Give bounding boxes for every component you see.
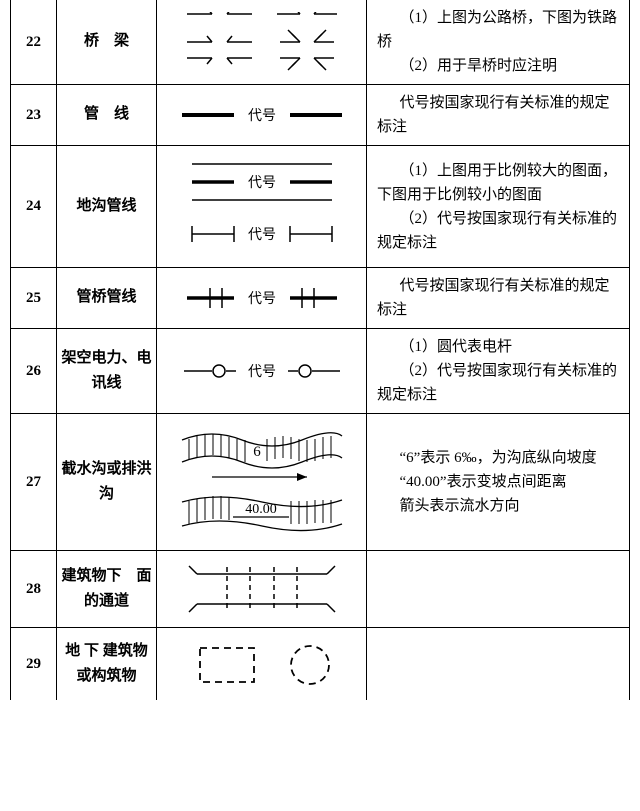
row-symbol: 6 40.00 [157, 414, 367, 551]
row-desc [367, 628, 630, 701]
row-num: 29 [11, 628, 57, 701]
trench-pipeline-symbol-icon: 代号 代号 [172, 154, 352, 259]
row-num: 22 [11, 0, 57, 85]
table-row: 28 建筑物下 面 的通道 [11, 551, 630, 628]
table-row: 29 地 下 建筑物或构筑物 [11, 628, 630, 701]
row-symbol: 代号 代号 [157, 146, 367, 268]
row-name: 桥 梁 [57, 0, 157, 85]
intercept-ditch-symbol-icon: 6 40.00 [167, 422, 357, 542]
table-row: 23 管 线 代号 代号按国家现行有关标准的规定标注 [11, 85, 630, 146]
table-row: 27 截水沟或排洪沟 6 [11, 414, 630, 551]
row-name: 地 下 建筑物或构筑物 [57, 628, 157, 701]
row-desc: （1）上图为公路桥，下图为铁路桥 （2）用于旱桥时应注明 [367, 0, 630, 85]
row-desc: （1）上图用于比例较大的图面，下图用于比例较小的图面 （2）代号按国家现行有关标… [367, 146, 630, 268]
row-num: 23 [11, 85, 57, 146]
overhead-line-symbol-icon: 代号 [172, 356, 352, 386]
row-desc: （1）圆代表电杆 （2）代号按国家现行有关标准的规定标注 [367, 329, 630, 414]
row-name: 管 线 [57, 85, 157, 146]
row-desc [367, 551, 630, 628]
row-symbol [157, 628, 367, 701]
row-num: 28 [11, 551, 57, 628]
symbol-table: 22 桥 梁 [10, 0, 630, 700]
row-symbol: 代号 [157, 329, 367, 414]
underground-structure-symbol-icon [172, 636, 352, 692]
row-symbol: 代号 [157, 85, 367, 146]
svg-text:代号: 代号 [248, 175, 276, 191]
row-symbol [157, 0, 367, 85]
pipeline-symbol-icon: 代号 [172, 100, 352, 130]
svg-text:40.00: 40.00 [245, 502, 277, 517]
row-name: 地沟管线 [57, 146, 157, 268]
row-desc: 代号按国家现行有关标准的规定标注 [367, 85, 630, 146]
table-row: 24 地沟管线 代号 代号 （1）上图用于比例较大的图面，下图用于比例较小的图面… [11, 146, 630, 268]
page: 22 桥 梁 [0, 0, 640, 811]
under-building-passage-symbol-icon [172, 559, 352, 619]
svg-text:6: 6 [253, 444, 261, 460]
row-symbol: 代号 [157, 268, 367, 329]
svg-text:代号: 代号 [248, 227, 276, 243]
row-desc: 代号按国家现行有关标准的规定标注 [367, 268, 630, 329]
svg-text:代号: 代号 [248, 108, 276, 124]
row-name: 架空电力、电讯线 [57, 329, 157, 414]
row-num: 25 [11, 268, 57, 329]
bridge-symbol-icon [172, 12, 352, 72]
table-row: 22 桥 梁 [11, 0, 630, 85]
row-num: 26 [11, 329, 57, 414]
table-row: 25 管桥管线 代号 代号按国家现行有关标准的规定标注 [11, 268, 630, 329]
svg-text:代号: 代号 [248, 291, 276, 307]
pipe-bridge-symbol-icon: 代号 [172, 280, 352, 316]
row-name: 建筑物下 面 的通道 [57, 551, 157, 628]
row-num: 24 [11, 146, 57, 268]
row-desc: “6”表示 6‰，为沟底纵向坡度 “40.00”表示变坡点间距离 箭头表示流水方… [367, 414, 630, 551]
table-row: 26 架空电力、电讯线 代号 （1）圆代表电杆 （2）代号按国家现行有关标准的规… [11, 329, 630, 414]
svg-text:代号: 代号 [248, 364, 276, 380]
row-num: 27 [11, 414, 57, 551]
row-name: 截水沟或排洪沟 [57, 414, 157, 551]
row-name: 管桥管线 [57, 268, 157, 329]
row-symbol [157, 551, 367, 628]
